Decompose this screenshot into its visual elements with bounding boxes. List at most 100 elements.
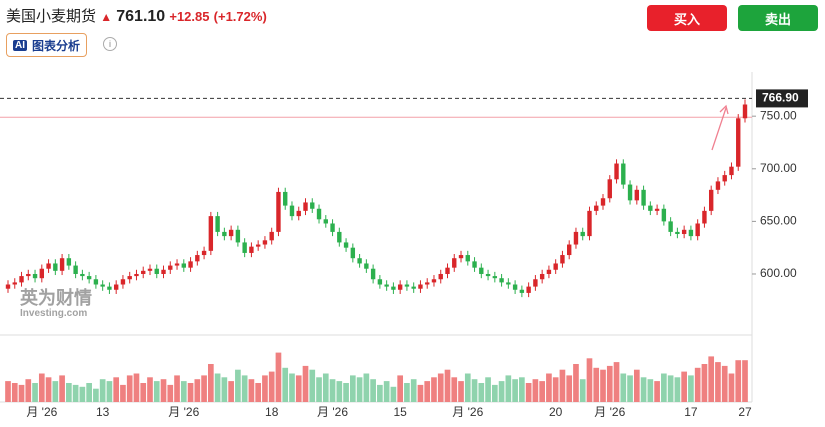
volume-bar [593, 367, 600, 402]
volume-bar [194, 379, 201, 402]
candle-body [46, 263, 51, 269]
title: 美国小麦期货 [6, 8, 97, 25]
candle-body [404, 284, 410, 287]
volume-bar [133, 373, 140, 402]
buy-button[interactable]: 买入 [647, 5, 727, 31]
candle-body [715, 181, 721, 190]
volume-bar [255, 383, 262, 402]
candle-body [668, 221, 673, 232]
candle-body [53, 263, 58, 271]
candle-body [242, 242, 247, 253]
candle-body [722, 175, 727, 182]
candle-body [262, 240, 268, 245]
x-tick-label: 月 '26 [594, 405, 625, 419]
candle-body [418, 284, 423, 289]
volume-bar [505, 375, 512, 402]
volume-bar [573, 364, 579, 402]
candle-body [357, 258, 362, 264]
candle-body [742, 104, 748, 119]
candle-body [154, 268, 159, 274]
volume-bar [228, 381, 234, 402]
candle-body [458, 255, 464, 259]
candle-body [391, 286, 396, 290]
sell-button[interactable]: 卖出 [738, 5, 818, 31]
candle-body [479, 267, 484, 274]
x-tick-label: 月 '26 [317, 405, 348, 419]
candle-body [526, 286, 531, 293]
volume-bar [424, 381, 431, 402]
volume-bar [708, 356, 715, 402]
volume-bar [214, 373, 221, 402]
volume-bar [546, 373, 552, 402]
candle-body [208, 216, 214, 251]
volume-bar [390, 386, 397, 402]
volume-bar [437, 373, 444, 402]
candle-body [26, 273, 31, 277]
candle-body [12, 282, 17, 285]
candle-body [161, 269, 166, 274]
candle-body [235, 229, 241, 243]
candle-body [337, 231, 342, 243]
volume-bar [289, 373, 295, 402]
candle-body [73, 265, 78, 274]
candle-body [86, 276, 92, 280]
volume-bar [397, 375, 404, 402]
volume-bar [174, 375, 180, 402]
volume-bar [552, 377, 559, 402]
candle-body [512, 284, 518, 290]
volume-bar [302, 365, 309, 402]
candle-body [330, 223, 335, 232]
up-arrow: ▲ [100, 10, 113, 24]
candle-body [708, 189, 714, 211]
candle-body [621, 163, 626, 185]
volume-bar [579, 379, 586, 402]
volume-bar [701, 364, 708, 402]
candle-body [188, 261, 193, 268]
volume-bar [525, 383, 532, 402]
x-tick-label: 13 [96, 405, 110, 419]
candle-body [377, 279, 383, 285]
candle-body [519, 289, 525, 293]
ai-badge: AI [13, 39, 27, 51]
y-tick-label: 750.00 [760, 108, 797, 122]
x-tick-label: 月 '26 [168, 405, 199, 419]
volume-bar [113, 377, 120, 402]
candle-body [425, 282, 430, 285]
volume-bar [606, 365, 613, 402]
volume-bar [5, 381, 11, 402]
ai-label: 图表分析 [32, 38, 81, 53]
volume-bar [383, 381, 390, 402]
volume-bar [343, 383, 349, 402]
x-tick-label: 17 [684, 405, 698, 419]
volume-bar [566, 375, 573, 402]
candle-body [5, 284, 11, 289]
volume-bar [471, 379, 478, 402]
volume-bar [18, 384, 25, 402]
candle-body [627, 184, 633, 201]
volume-bar [681, 371, 687, 402]
volume-bar [72, 384, 79, 402]
volume-bar [444, 369, 451, 402]
candle-body [465, 255, 470, 262]
candle-body [431, 279, 437, 283]
candle-body [80, 273, 85, 277]
info-icon[interactable]: i [103, 37, 117, 51]
volume-bar [336, 381, 343, 402]
volume-bar [147, 377, 153, 402]
volume-bar [627, 375, 633, 402]
candle-body [560, 255, 565, 264]
candle-body [147, 268, 153, 271]
volume-bar [647, 379, 654, 402]
candle-body [296, 210, 301, 217]
volume-bar [667, 375, 674, 402]
volume-bar [140, 383, 147, 402]
ai-button[interactable]: AI 图表分析 [6, 33, 88, 57]
candle-body [384, 284, 389, 287]
volume-bar [688, 375, 694, 402]
volume-bar [559, 369, 566, 402]
volume-bar [180, 381, 187, 402]
candle-body [120, 279, 126, 285]
candle-body [506, 282, 511, 285]
candle-body [729, 166, 734, 176]
